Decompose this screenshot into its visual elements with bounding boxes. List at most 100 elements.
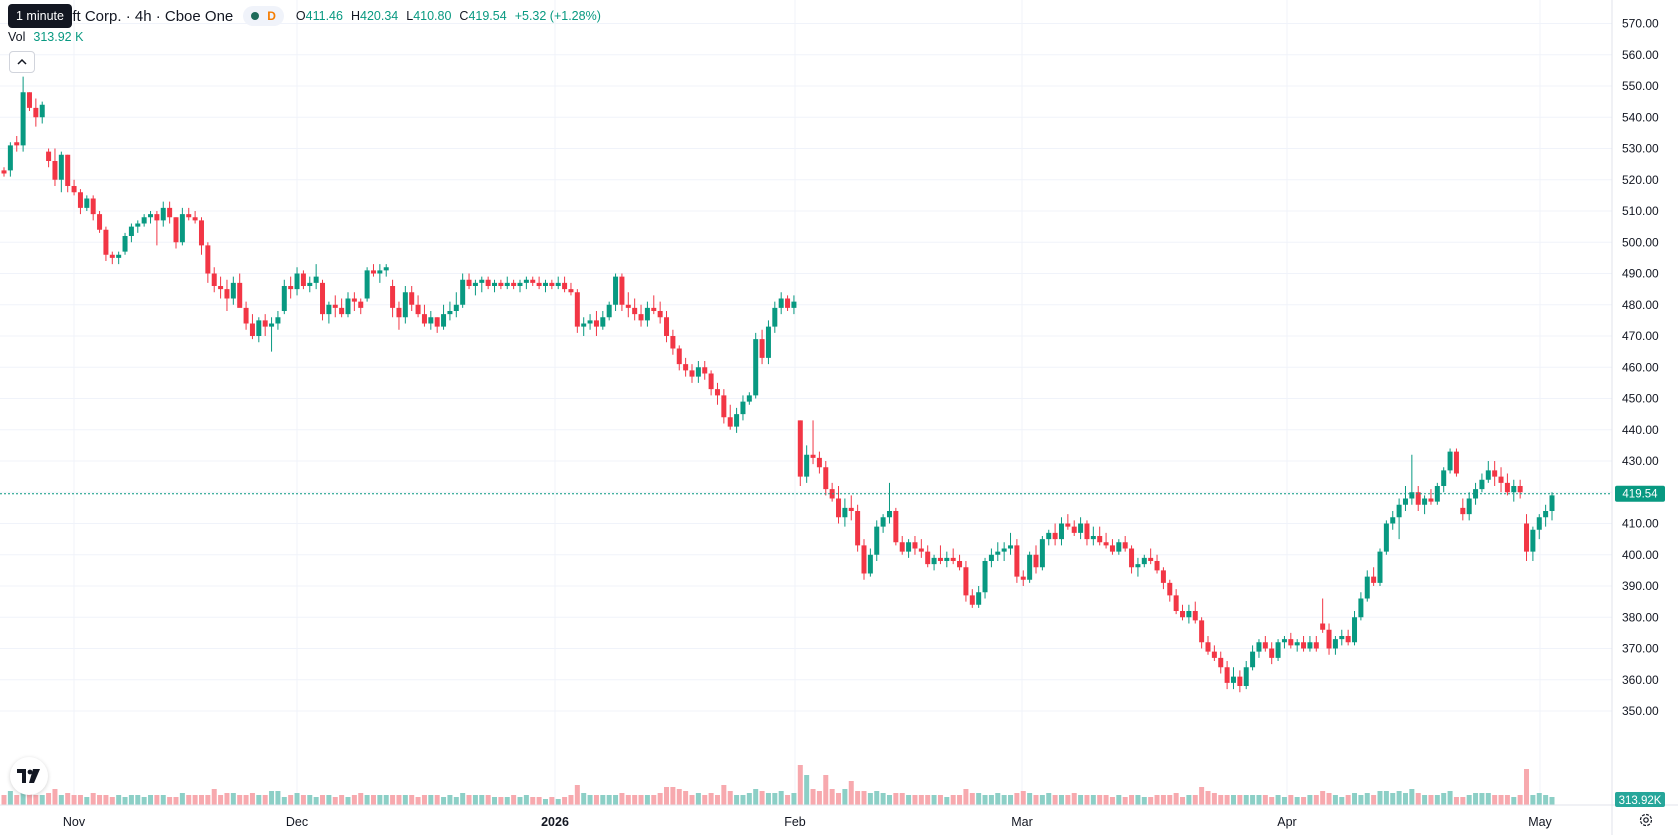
candle-body: [1135, 564, 1141, 568]
candle-body: [167, 207, 173, 218]
volume-bar: [1492, 795, 1498, 805]
volume-bar: [727, 791, 733, 805]
candle-body: [1205, 642, 1211, 652]
collapse-legend-button[interactable]: [9, 51, 35, 73]
volume-bar: [1326, 793, 1332, 805]
market-status[interactable]: D: [243, 6, 284, 26]
candle-body: [823, 467, 829, 490]
volume-bar: [765, 793, 771, 805]
candle-body: [957, 561, 963, 568]
candle-body: [855, 511, 861, 546]
volume-bar: [339, 795, 345, 805]
volume-bar: [1371, 795, 1377, 805]
candle-body: [1415, 492, 1421, 505]
gear-icon[interactable]: [1638, 812, 1654, 828]
interval-tooltip: 1 minute: [8, 4, 72, 28]
candle-body: [1027, 554, 1033, 580]
candle-body: [1167, 582, 1173, 596]
candle-body: [676, 348, 682, 365]
volume-bar: [562, 797, 568, 805]
candle-body: [734, 414, 740, 427]
candle-body: [657, 311, 663, 318]
volume-bar: [243, 795, 249, 805]
candle-body: [1473, 489, 1479, 499]
volume-bar: [71, 795, 77, 805]
candle-body: [122, 236, 128, 252]
volume-bar: [281, 797, 287, 805]
volume-bar: [1358, 795, 1364, 805]
candle-body: [874, 526, 880, 555]
candle-body: [753, 339, 759, 396]
volume-bar: [1, 795, 7, 805]
candle-body: [466, 279, 472, 286]
time-tick-label: Nov: [63, 815, 86, 829]
volume-bar: [383, 795, 389, 805]
candle-body: [1358, 598, 1364, 618]
candle-body: [409, 292, 415, 305]
volume-bar: [428, 795, 434, 805]
volume-bar: [441, 797, 447, 805]
symbol-title[interactable]: oft Corp. · 4h · Cboe One: [64, 7, 234, 25]
candle-body: [135, 223, 141, 227]
volume-bar: [523, 795, 529, 805]
volume-bar: [1390, 793, 1396, 805]
volume-bar: [1320, 791, 1326, 805]
volume-bar: [1434, 795, 1440, 805]
candle-body: [313, 276, 319, 283]
candle-body: [1008, 545, 1014, 549]
volume-bar: [237, 795, 243, 805]
candle-body: [1466, 498, 1472, 515]
candle-body: [906, 542, 912, 552]
candle-body: [511, 282, 517, 286]
volume-bar: [1192, 795, 1198, 805]
candle-body: [689, 370, 695, 377]
candle-body: [1530, 529, 1536, 552]
tradingview-logo-icon[interactable]: [10, 757, 48, 795]
volume-bar: [1479, 793, 1485, 805]
candle-body: [562, 282, 568, 290]
candle-body: [944, 557, 950, 561]
volume-bar: [1014, 793, 1020, 805]
candle-body: [71, 186, 77, 193]
candle-body: [1033, 554, 1039, 568]
volume-bar: [861, 791, 867, 805]
volume-bar: [931, 795, 937, 805]
candle-body: [1211, 651, 1217, 658]
candle-body: [816, 457, 822, 468]
candle-body: [785, 298, 791, 308]
volume-bar: [1250, 795, 1256, 805]
candle-body: [1103, 542, 1109, 546]
volume-bar: [988, 795, 994, 805]
volume-bar: [1256, 795, 1262, 805]
candle-body: [1326, 629, 1332, 649]
candle-body: [1479, 479, 1485, 490]
volume-bar: [714, 795, 720, 805]
volume-bar: [1141, 797, 1147, 805]
candle-body: [447, 311, 453, 315]
candle-body: [479, 279, 485, 283]
candle-body: [995, 551, 1001, 555]
candle-body: [1511, 486, 1517, 493]
candle-body: [453, 304, 459, 311]
volume-bar: [676, 789, 682, 805]
candle-body: [243, 307, 249, 324]
volume-bar: [498, 797, 504, 805]
volume-bar: [1345, 795, 1351, 805]
candle-body: [1281, 639, 1287, 643]
candle-body: [918, 548, 924, 552]
volume-bar: [613, 795, 619, 805]
candle-body: [26, 92, 32, 108]
volume-bar: [294, 793, 300, 805]
volume-bar: [1332, 795, 1338, 805]
volume-bar: [1046, 793, 1052, 805]
candle-body: [613, 276, 619, 305]
volume-bar: [192, 795, 198, 805]
volume-bar: [1084, 795, 1090, 805]
volume-bar: [632, 795, 638, 805]
volume-bar: [211, 789, 217, 805]
candle-body: [810, 454, 816, 458]
candle-body: [1129, 548, 1135, 568]
volume-bar: [84, 797, 90, 805]
candle-body: [530, 279, 536, 283]
